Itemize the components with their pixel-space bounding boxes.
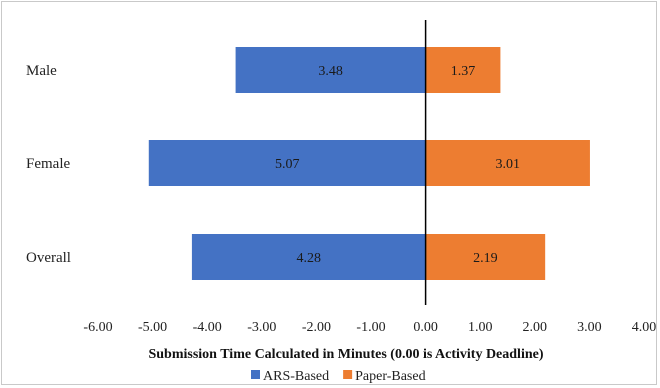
- data-label: 5.07: [275, 157, 300, 172]
- x-tick-label: 1.00: [468, 320, 493, 335]
- x-tick-label: 3.00: [577, 320, 602, 335]
- data-label: 1.37: [451, 64, 476, 79]
- legend-swatch-ars-based: [251, 370, 260, 379]
- legend-label: Paper-Based: [355, 369, 425, 384]
- x-tick-labels: -6.00 -5.00 -4.00 -3.00 -2.00 -1.00 0.00 1.00 2.…: [83, 320, 656, 335]
- legend-swatch-paper-based: [343, 370, 353, 379]
- bar-paper-based-female: [425, 140, 590, 186]
- bar-ars-based-female: [148, 140, 426, 186]
- x-tick-label: -3.00: [247, 320, 276, 335]
- x-tick-label: -6.00: [83, 320, 112, 335]
- x-tick-label: -2.00: [302, 320, 331, 335]
- bar-ars-based-male: [235, 47, 426, 93]
- x-tick-label: -1.00: [356, 320, 385, 335]
- legend-label: ARS-Based: [263, 369, 329, 384]
- data-label: 4.28: [297, 251, 322, 266]
- bar-ars-based-overall: [191, 234, 426, 280]
- x-tick-label: -4.00: [193, 320, 222, 335]
- x-tick-label: 0.00: [413, 320, 438, 335]
- bars-group: 3.48 5.07 4.28 1.37 3.01 2.19: [148, 47, 590, 280]
- x-axis-title: Submission Time Calculated in Minutes (0…: [148, 347, 543, 362]
- category-label-male: Male: [26, 63, 57, 79]
- bar-paper-based-male: [425, 47, 501, 93]
- x-tick-label: -5.00: [138, 320, 167, 335]
- x-tick-label: 2.00: [523, 320, 548, 335]
- legend: ARS-Based Paper-Based: [251, 369, 426, 384]
- data-label: 2.19: [473, 251, 498, 266]
- category-labels: Male Female Overall: [26, 63, 71, 266]
- data-label: 3.01: [496, 157, 521, 172]
- category-label-female: Female: [26, 156, 70, 172]
- category-label-overall: Overall: [26, 250, 71, 266]
- bar-paper-based-overall: [425, 234, 546, 280]
- x-tick-label: 4.00: [632, 320, 657, 335]
- data-label: 3.48: [318, 64, 343, 79]
